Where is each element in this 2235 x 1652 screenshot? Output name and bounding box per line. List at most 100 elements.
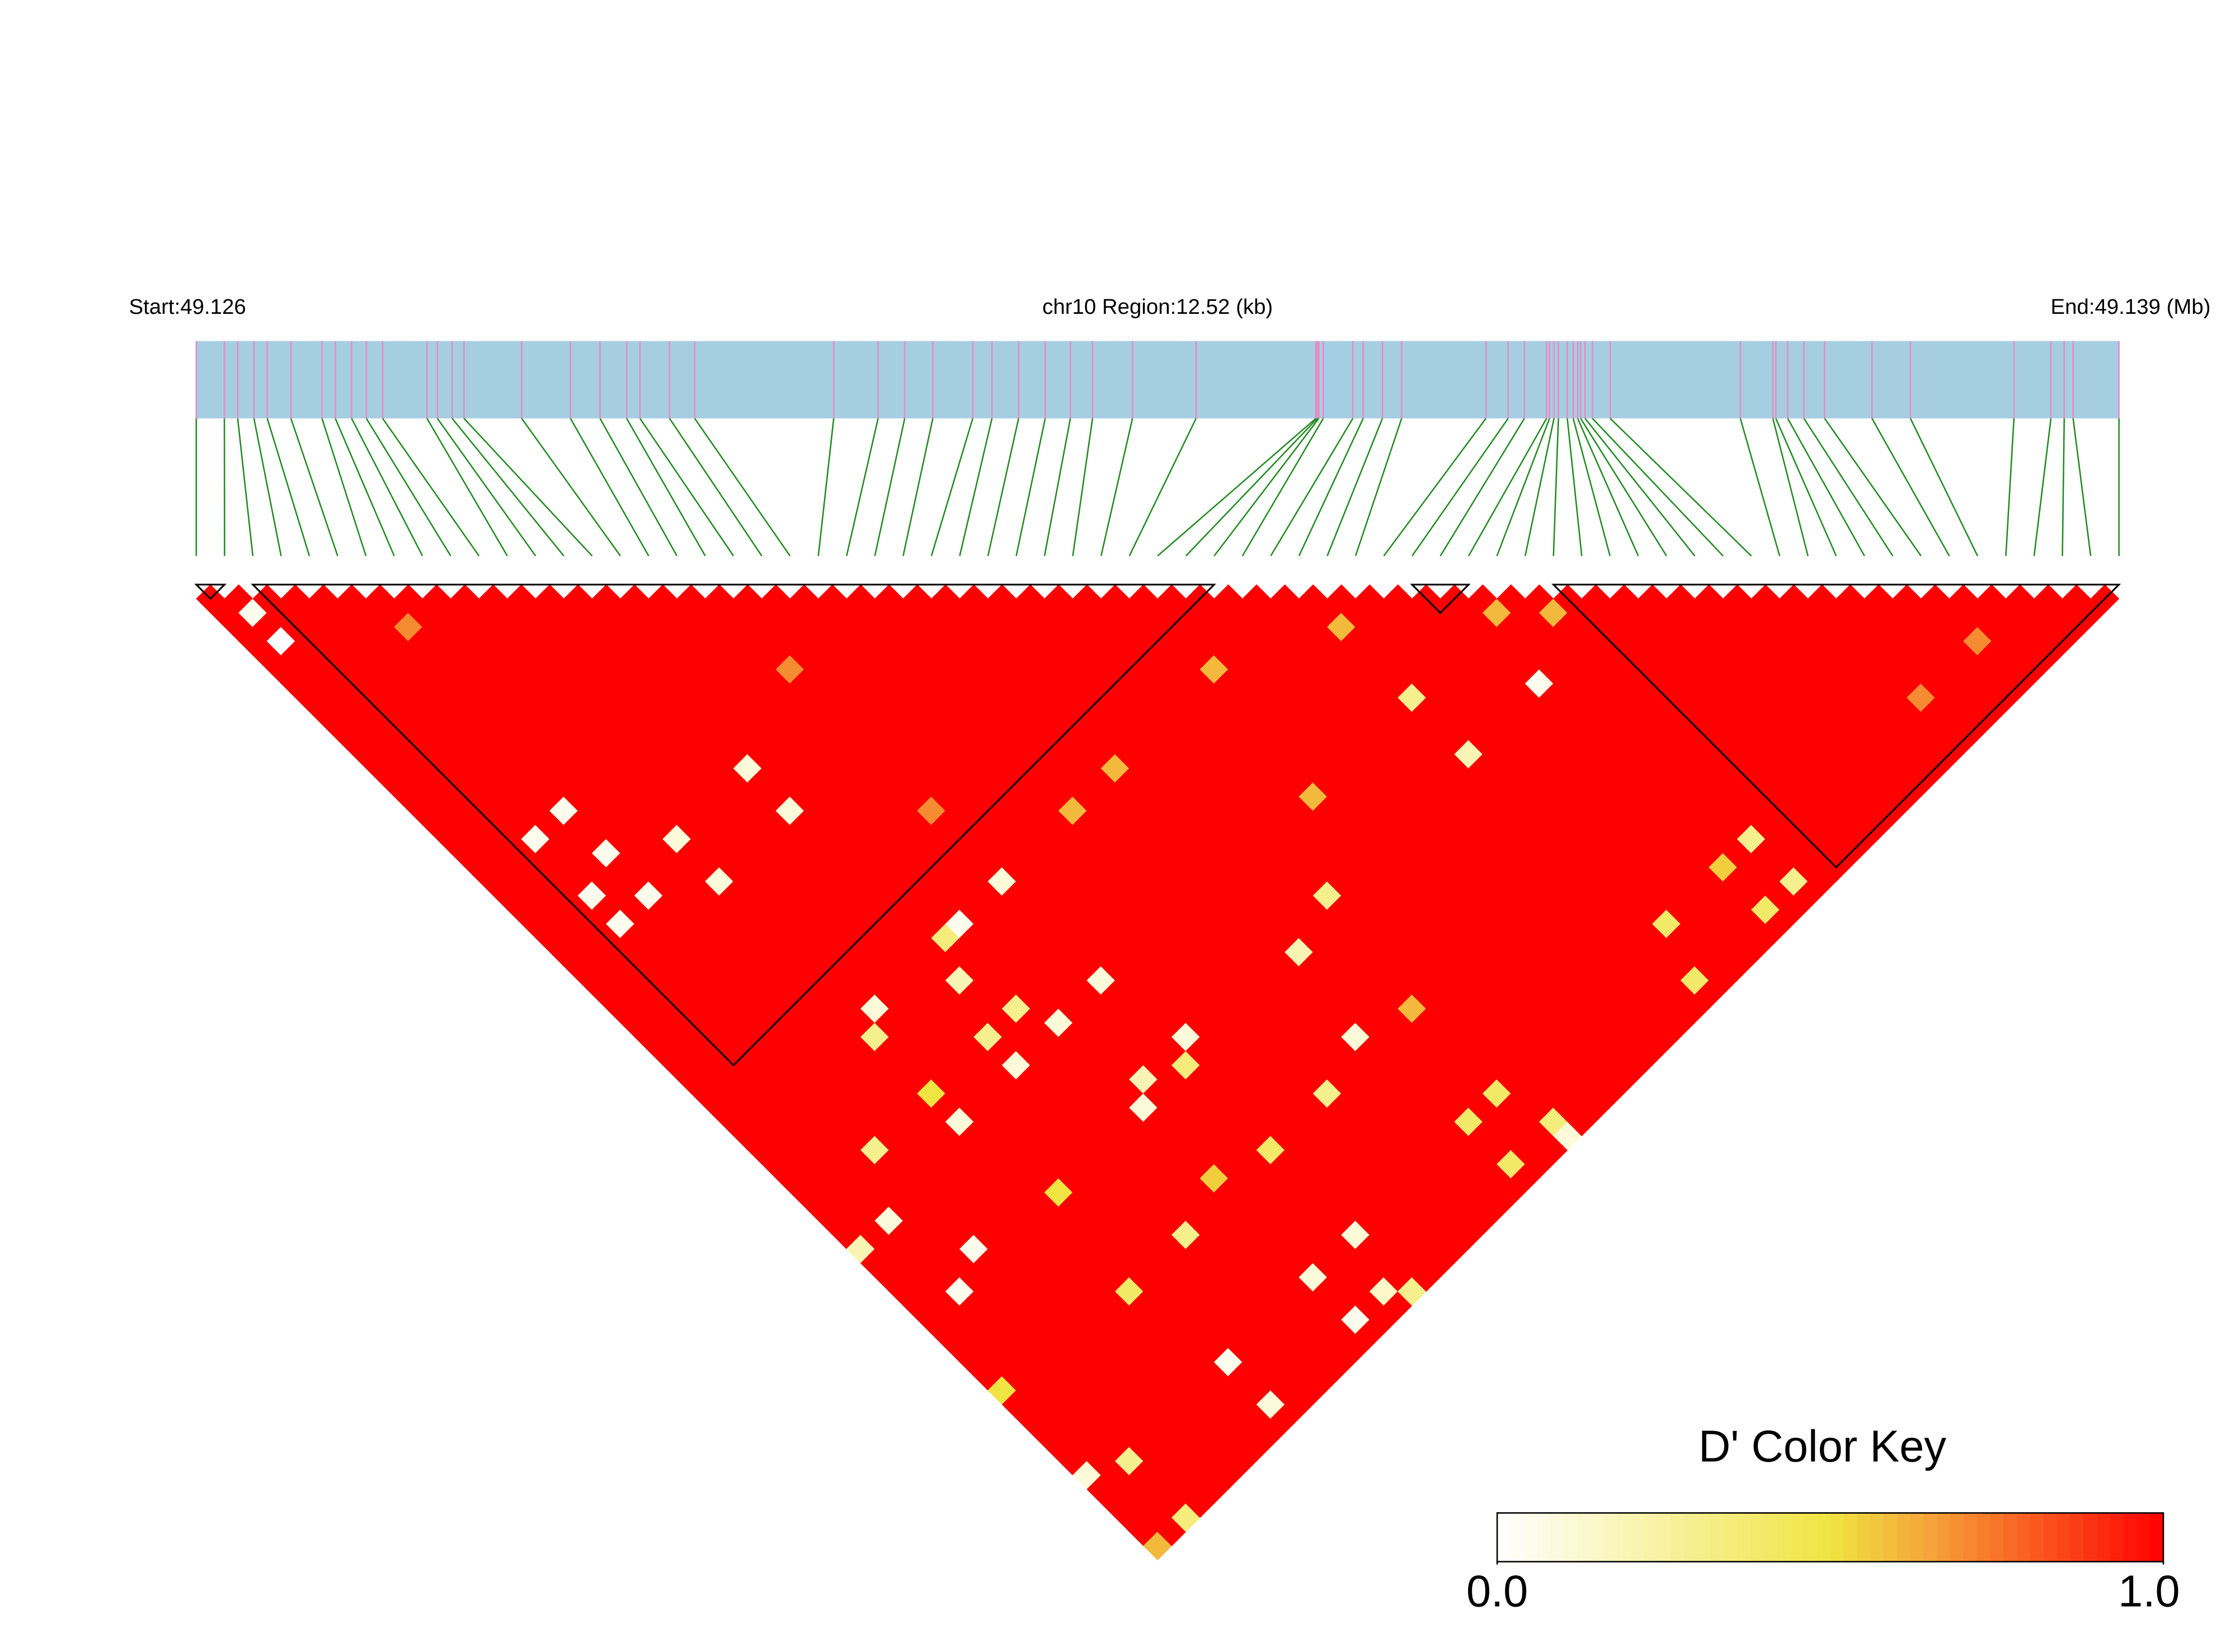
snp-link — [930, 418, 973, 557]
colorbar-step — [1644, 1513, 1658, 1562]
colorbar-step — [2070, 1513, 2084, 1562]
snp-link — [382, 418, 480, 557]
colorbar-step — [1777, 1513, 1791, 1562]
snp-link — [1326, 418, 1384, 557]
snp-link — [365, 418, 451, 557]
snp-link — [1566, 418, 1583, 556]
snp-link — [846, 418, 879, 557]
snp-link — [1572, 418, 1611, 557]
snp-link — [2033, 418, 2052, 556]
snp-link — [1128, 418, 1197, 557]
snp-link — [1354, 418, 1403, 557]
colorbar-step — [1883, 1513, 1898, 1562]
colorbar-step — [1977, 1513, 1991, 1562]
ld-block — [251, 583, 1216, 1067]
colorbar-step — [1564, 1513, 1578, 1562]
colorbar-step — [1523, 1513, 1538, 1562]
colorbar-step — [1537, 1513, 1551, 1562]
snp-link — [2005, 418, 2015, 556]
colorbar-tick-label: 0.0 — [1466, 1566, 1528, 1616]
colorbar-title: D' Color Key — [1698, 1422, 1946, 1471]
snp-link — [1610, 418, 1752, 557]
snp-link — [1439, 418, 1525, 557]
snp-link — [694, 418, 791, 557]
colorbar-step — [1697, 1513, 1711, 1562]
snp-link — [1772, 418, 1809, 557]
snp-link — [237, 418, 254, 556]
snp-link — [1909, 418, 1979, 557]
colorbar-step — [1617, 1513, 1631, 1562]
snp-link — [1383, 418, 1487, 557]
snp-link — [335, 418, 395, 557]
snp-link — [1185, 418, 1318, 557]
colorbar-tick-label: 1.0 — [2118, 1566, 2180, 1616]
colorbar-step — [2083, 1513, 2097, 1562]
colorbar-step — [2110, 1513, 2124, 1562]
snp-link — [1043, 418, 1071, 557]
snp-link — [1072, 418, 1094, 556]
snp-link — [1580, 418, 1668, 557]
colorbar-step — [2057, 1513, 2071, 1562]
colorbar-step — [1857, 1513, 1871, 1562]
colorbar-step — [1963, 1513, 1978, 1562]
colorbar-frame — [1496, 1512, 2165, 1562]
colorbar-step — [1497, 1513, 1511, 1562]
colorbar-step — [2030, 1513, 2044, 1562]
colorbar-step — [1897, 1513, 1911, 1562]
colorbar-step — [1550, 1513, 1564, 1562]
snp-link — [1577, 418, 1639, 557]
region-label: chr10 Region:12.52 (kb) — [1042, 295, 1273, 319]
colorbar-step — [1990, 1513, 2004, 1562]
snp-link — [1270, 418, 1354, 557]
snp-link — [959, 418, 993, 557]
start-label: Start:49.126 — [129, 295, 246, 319]
colorbar-step — [1803, 1513, 1818, 1562]
snp-link — [1241, 418, 1324, 557]
snp-link — [1015, 418, 1046, 557]
colorbar-step — [2043, 1513, 2058, 1562]
snp-link — [351, 418, 424, 557]
snp-link — [463, 418, 593, 557]
colorbar-step — [1577, 1513, 1591, 1562]
snp-link — [2062, 418, 2065, 556]
snp-link — [1552, 418, 1559, 556]
colorbar-step — [2096, 1513, 2111, 1562]
colorbar-step — [1510, 1513, 1524, 1562]
colorbar-step — [1683, 1513, 1698, 1562]
snp-link — [436, 418, 537, 557]
colorbar-step — [1830, 1513, 1845, 1562]
snp-link — [874, 418, 906, 557]
snp-link — [1100, 418, 1133, 557]
colorbar-step — [1590, 1513, 1605, 1562]
snp-link — [1496, 418, 1550, 557]
snp-link — [1213, 418, 1320, 557]
region-bar — [196, 341, 2119, 418]
colorbar-step — [1910, 1513, 1925, 1562]
end-label: End:49.139 (Mb) — [2050, 295, 2210, 319]
snp-link — [599, 418, 678, 557]
snp-link — [1298, 418, 1364, 557]
snp-link — [290, 418, 338, 557]
colorbar-step — [1603, 1513, 1618, 1562]
snp-link — [1157, 417, 1316, 557]
snp-link — [1592, 418, 1724, 557]
colorbar-step — [1790, 1513, 1804, 1562]
snp-link — [1468, 418, 1547, 557]
snp-link — [253, 418, 282, 557]
snp-link — [521, 418, 621, 557]
snp-link — [1775, 418, 1837, 557]
colorbar-step — [1763, 1513, 1778, 1562]
snp-link — [669, 418, 763, 557]
snp-link — [1871, 418, 1950, 557]
snp-link — [426, 418, 508, 557]
colorbar-step — [1923, 1513, 1937, 1562]
snp-link — [2072, 418, 2092, 556]
colorbar-step — [1724, 1513, 1738, 1562]
snp-link — [1411, 418, 1509, 557]
snp-link — [1787, 418, 1865, 557]
snp-link — [266, 418, 310, 557]
colorbar-step — [2123, 1513, 2138, 1562]
colorbar-step — [1937, 1513, 1951, 1562]
